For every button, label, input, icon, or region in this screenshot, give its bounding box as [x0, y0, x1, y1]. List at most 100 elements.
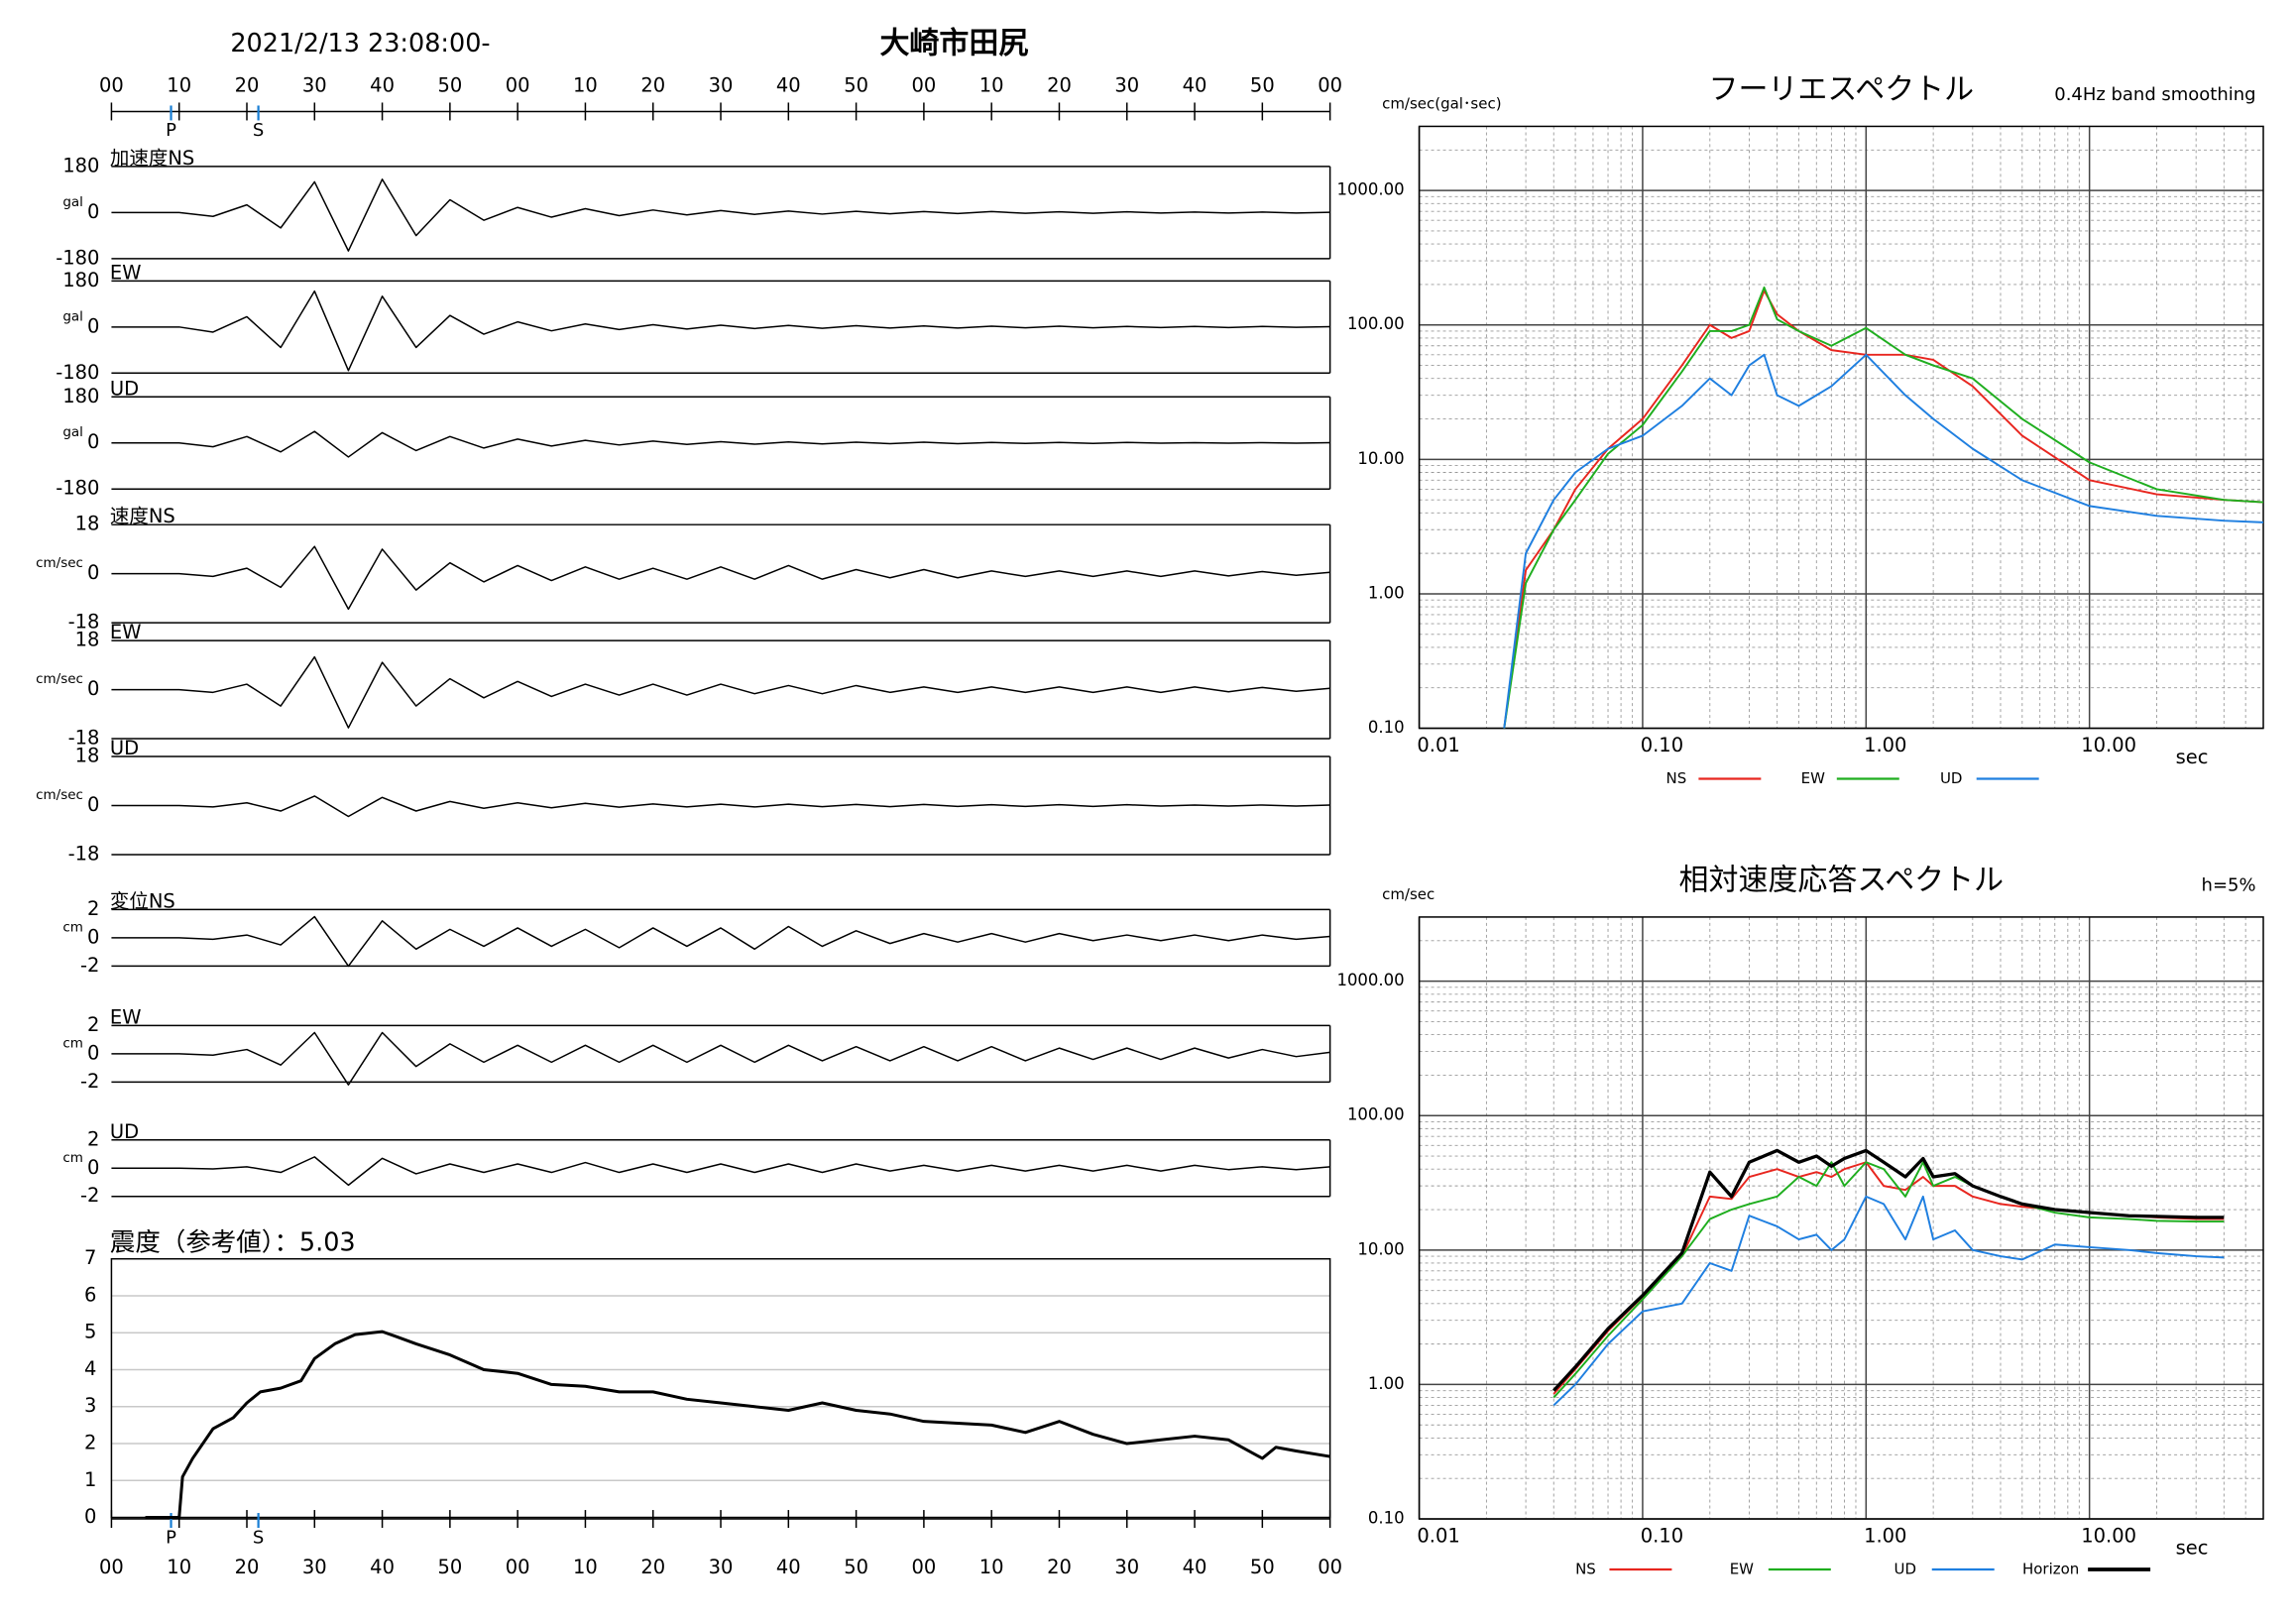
waveform — [111, 430, 1330, 458]
x-axis-label: sec — [2176, 746, 2209, 768]
y-tick-label: 10.00 — [1357, 449, 1404, 468]
station-title: 大崎市田尻 — [879, 27, 1028, 61]
unit-label: cm — [62, 919, 83, 935]
record-time: 2021/2/13 23:08:00- — [230, 29, 490, 58]
y-tick-label: 0 — [87, 1041, 99, 1064]
time-tick-label: 40 — [1183, 1556, 1207, 1578]
time-tick-label: 20 — [235, 73, 260, 96]
spectrum-line — [1503, 353, 2264, 729]
y-tick-label: 7 — [84, 1246, 96, 1269]
unit-label: gal — [62, 308, 83, 324]
time-tick-label: 30 — [709, 1556, 734, 1578]
unit-label: cm — [62, 1150, 83, 1166]
panel-label: 速度NS — [110, 505, 175, 527]
y-tick-label: 100.00 — [1347, 314, 1405, 333]
legend-label: NS — [1666, 769, 1687, 787]
chart-note: h=5% — [2202, 874, 2256, 895]
y-tick-label: -2 — [80, 954, 99, 977]
phase-marker-label: P — [166, 1528, 176, 1549]
y-tick-label: -2 — [80, 1184, 99, 1207]
time-tick-label: 20 — [235, 1556, 260, 1578]
phase-marker-label: S — [253, 1528, 264, 1549]
time-tick-label: 30 — [1114, 73, 1139, 96]
legend-label: UD — [1894, 1561, 1916, 1578]
chart-note: 0.4Hz band smoothing — [2054, 84, 2255, 105]
time-tick-label: 20 — [640, 73, 665, 96]
chart-title: フーリエスペクトル — [1708, 72, 1974, 107]
time-tick-label: 00 — [1318, 73, 1342, 96]
time-tick-label: 10 — [573, 1556, 598, 1578]
time-tick-label: 30 — [302, 73, 327, 96]
y-tick-label: 180 — [62, 154, 99, 176]
unit-label: cm/sec — [36, 555, 83, 571]
y-tick-label: 18 — [75, 629, 100, 651]
time-tick-label: 50 — [1250, 1556, 1275, 1578]
time-tick-label: 10 — [979, 73, 1004, 96]
legend-label: EW — [1730, 1561, 1754, 1578]
x-tick-label: 0.10 — [1641, 734, 1683, 756]
y-tick-label: 18 — [75, 745, 100, 767]
y-tick-label: 2 — [84, 1432, 96, 1454]
panel-label: UD — [110, 1120, 139, 1143]
y-tick-label: 6 — [84, 1283, 96, 1306]
time-tick-label: 00 — [99, 73, 124, 96]
time-tick-label: 20 — [1047, 73, 1072, 96]
panel-label: EW — [110, 621, 142, 643]
time-tick-label: 40 — [776, 73, 801, 96]
y-tick-label: 0 — [87, 200, 99, 223]
y-tick-label: 5 — [84, 1321, 96, 1343]
unit-label: cm — [62, 1035, 83, 1051]
unit-label: gal — [62, 424, 83, 440]
y-tick-label: 0 — [84, 1505, 96, 1528]
time-tick-label: 00 — [912, 73, 937, 96]
time-tick-label: 30 — [1114, 1556, 1139, 1578]
x-axis-label: sec — [2176, 1537, 2209, 1560]
y-tick-label: -180 — [56, 477, 99, 500]
time-tick-label: 50 — [437, 1556, 462, 1578]
spectrum-line — [1552, 1161, 2225, 1399]
y-axis-label: cm/sec(gal･sec) — [1382, 94, 1501, 112]
y-tick-label: 180 — [62, 269, 99, 291]
time-tick-label: 40 — [370, 1556, 395, 1578]
y-tick-label: 0 — [87, 793, 99, 816]
y-tick-label: 100.00 — [1347, 1105, 1405, 1124]
time-tick-label: 00 — [506, 73, 530, 96]
time-tick-label: 10 — [167, 1556, 191, 1578]
time-tick-label: 50 — [1250, 73, 1275, 96]
time-tick-label: 10 — [167, 73, 191, 96]
waveform — [111, 1156, 1330, 1187]
y-tick-label: 4 — [84, 1357, 96, 1380]
y-tick-label: 0 — [87, 561, 99, 584]
legend-label: EW — [1801, 769, 1825, 787]
spectrum-line — [1503, 290, 2264, 729]
panel-label: UD — [110, 737, 139, 759]
plot-frame — [1418, 916, 2264, 1520]
legend-label: NS — [1575, 1561, 1596, 1578]
unit-label: cm/sec — [36, 671, 83, 687]
y-tick-label: 0 — [87, 314, 99, 337]
y-tick-label: -2 — [80, 1070, 99, 1093]
y-tick-label: -180 — [56, 361, 99, 384]
y-tick-label: 2 — [87, 1013, 99, 1036]
panel-label: EW — [110, 1005, 142, 1028]
time-tick-label: 20 — [1047, 1556, 1072, 1578]
y-tick-label: -18 — [68, 842, 100, 865]
y-tick-label: 180 — [62, 385, 99, 407]
time-tick-label: 30 — [302, 1556, 327, 1578]
y-tick-label: 0.10 — [1368, 1509, 1405, 1528]
y-tick-label: 3 — [84, 1394, 96, 1417]
phase-marker-label: P — [166, 120, 176, 141]
legend-label: UD — [1940, 769, 1963, 787]
time-tick-label: 20 — [640, 1556, 665, 1578]
x-tick-label: 0.01 — [1417, 734, 1459, 756]
y-tick-label: 2 — [87, 1127, 99, 1150]
x-tick-label: 0.10 — [1641, 1525, 1683, 1548]
x-tick-label: 10.00 — [2081, 734, 2136, 756]
y-tick-label: -18 — [68, 727, 100, 750]
time-tick-label: 10 — [979, 1556, 1004, 1578]
y-tick-label: 1 — [84, 1468, 96, 1491]
chart-title: 相対速度応答スペクトル — [1679, 863, 2005, 897]
